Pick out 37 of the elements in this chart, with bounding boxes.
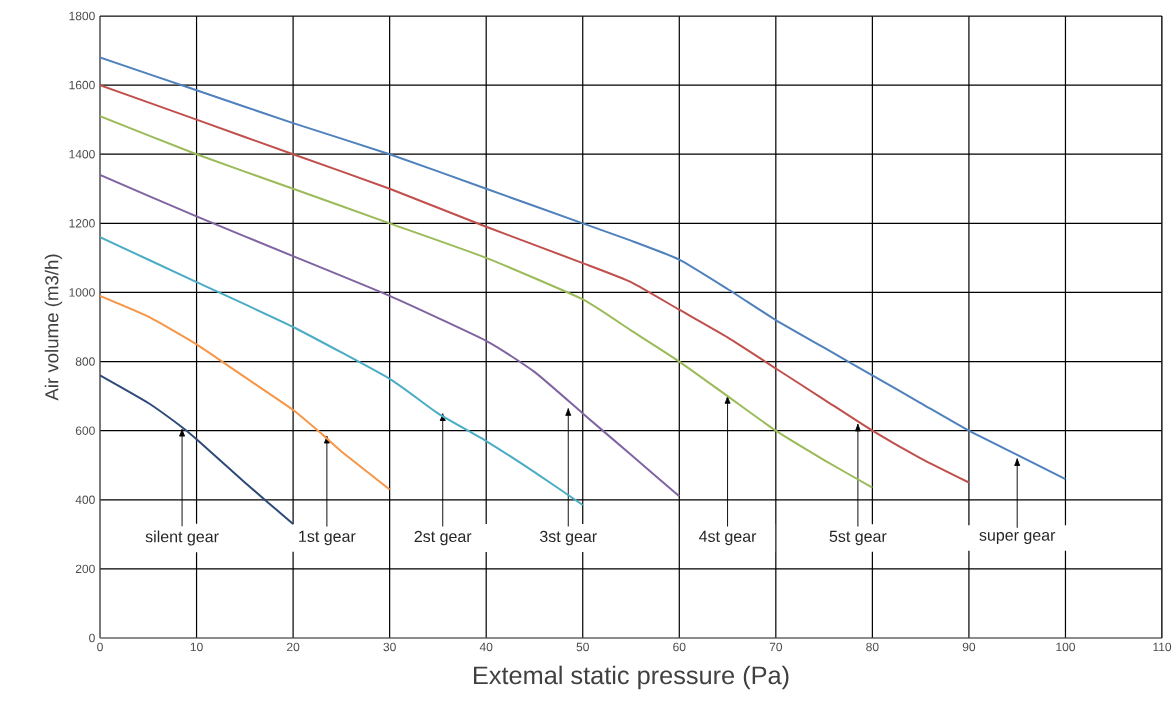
annotation: super gear xyxy=(979,532,1056,544)
x-tick-label: 20 xyxy=(287,642,300,652)
y-tick-label: 1200 xyxy=(69,219,95,228)
y-tick-label: 200 xyxy=(75,564,95,574)
annotation: 3st gear xyxy=(539,530,597,546)
x-axis-title: Extemal static pressure (Pa) xyxy=(473,665,789,690)
x-tick-label: 100 xyxy=(1056,642,1076,652)
x-tick-label: 10 xyxy=(190,642,203,652)
y-axis-title: Air volume (m3/h) xyxy=(44,254,63,401)
annotation: 1st gear xyxy=(299,530,356,546)
x-tick-label: 110 xyxy=(1153,642,1172,652)
x-tick-label: 70 xyxy=(769,642,783,652)
line-series xyxy=(100,294,391,491)
x-tick-label: 0 xyxy=(97,642,103,652)
y-tick-label: 1600 xyxy=(69,80,95,90)
x-tick-label: 40 xyxy=(479,642,493,652)
annotation: silent gear xyxy=(145,530,219,546)
line-series xyxy=(100,236,584,506)
line-series xyxy=(100,56,1067,481)
x-tick-label: 50 xyxy=(576,642,589,652)
y-tick-label: 400 xyxy=(75,495,95,505)
x-tick-label: 80 xyxy=(866,642,879,652)
annotation: 5st gear xyxy=(829,530,887,546)
x-tick-label: 30 xyxy=(383,642,396,652)
y-tick-label: 1400 xyxy=(69,149,95,159)
y-tick-label: 0 xyxy=(89,633,95,643)
y-tick-label: 1800 xyxy=(69,11,95,21)
x-tick-label: 60 xyxy=(673,642,686,652)
line-series xyxy=(100,173,681,498)
y-tick-label: 1000 xyxy=(69,288,95,297)
line-series xyxy=(100,84,970,484)
x-tick-label: 90 xyxy=(962,642,976,652)
line-series xyxy=(100,115,874,489)
y-tick-label: 600 xyxy=(75,426,95,435)
annotation: 4st gear xyxy=(699,530,757,546)
annotation: 2st gear xyxy=(414,530,472,546)
y-tick-label: 800 xyxy=(75,357,95,366)
